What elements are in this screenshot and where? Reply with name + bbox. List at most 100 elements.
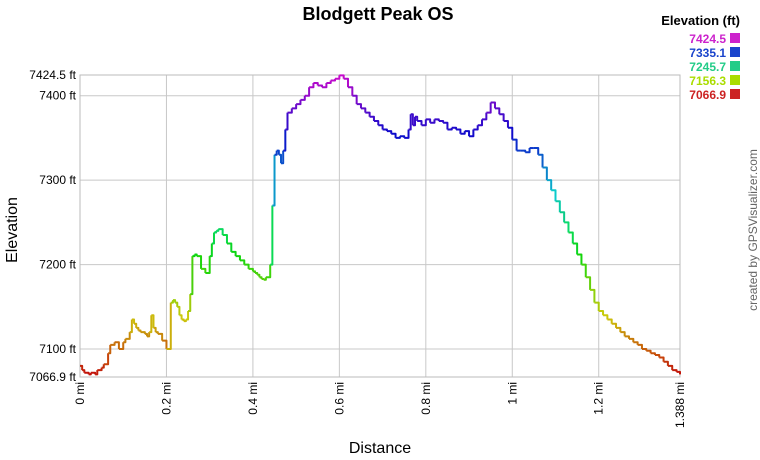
legend-title: Elevation (ft) — [661, 13, 740, 28]
profile-segment-162 — [667, 364, 674, 371]
profile-segment-50 — [222, 234, 228, 244]
profile-segment-39 — [190, 256, 194, 296]
profile-segment-29 — [166, 302, 172, 351]
legend-swatch-3 — [730, 75, 740, 85]
profile-segment-116 — [469, 129, 475, 138]
profile-segment-138 — [564, 221, 570, 233]
profile-segment-142 — [581, 263, 587, 278]
y-tick-label-5: 7424.5 ft — [29, 68, 76, 82]
profile-segment-0 — [80, 364, 84, 371]
profile-segment-32 — [175, 301, 179, 307]
y-tick-label-2: 7200 ft — [39, 258, 76, 272]
profile-segment-155 — [637, 343, 643, 350]
profile-segment-124 — [503, 120, 509, 128]
x-tick-label-1: 0.2 mi — [159, 382, 173, 415]
profile-segment-68 — [278, 153, 283, 164]
profile-segment-117 — [473, 125, 479, 131]
profile-segment-53 — [235, 255, 241, 261]
profile-segment-71 — [285, 112, 289, 131]
profile-segment-80 — [322, 83, 328, 89]
profile-segment-33 — [177, 305, 181, 316]
profile-segment-69 — [281, 150, 285, 165]
profile-segment-37 — [185, 311, 190, 321]
profile-segment-61 — [261, 277, 265, 280]
profile-segment-164 — [676, 370, 681, 375]
profile-segment-23 — [149, 315, 153, 334]
profile-segment-93 — [378, 124, 384, 130]
legend-swatch-2 — [730, 61, 740, 71]
profile-segment-70 — [283, 129, 287, 152]
profile-segment-115 — [464, 130, 471, 137]
profile-segment-143 — [585, 276, 592, 290]
profile-segment-106 — [425, 118, 432, 123]
profile-segment-104 — [417, 120, 423, 126]
profile-segment-141 — [577, 253, 583, 265]
profile-segment-14 — [125, 332, 131, 340]
profile-segment-67 — [276, 149, 280, 155]
profile-segment-119 — [482, 112, 488, 121]
profile-segment-42 — [196, 255, 203, 269]
profile-segment-100 — [408, 114, 412, 131]
profile-segment-15 — [129, 319, 133, 334]
profile-segment-151 — [620, 331, 626, 337]
elevation-profile-line — [80, 74, 681, 376]
profile-segment-107 — [430, 119, 436, 124]
profile-segment-145 — [594, 301, 600, 312]
profile-segment-101 — [410, 113, 414, 126]
profile-segment-110 — [443, 121, 449, 130]
profile-segment-135 — [551, 189, 557, 202]
profile-segment-13 — [123, 338, 127, 344]
profile-segment-89 — [360, 107, 367, 113]
profile-segment-63 — [265, 264, 272, 279]
credit-text: created by GPSVisualizer.com — [746, 149, 760, 311]
profile-segment-83 — [335, 75, 341, 80]
x-tick-label-3: 0.6 mi — [332, 382, 346, 415]
profile-segment-27 — [157, 332, 164, 341]
profile-segment-51 — [226, 242, 233, 252]
legend-swatch-0 — [730, 33, 740, 43]
profile-segment-99 — [404, 129, 410, 139]
profile-segment-55 — [244, 263, 250, 269]
profile-segment-66 — [274, 150, 278, 156]
profile-segment-150 — [616, 326, 622, 333]
profile-segment-74 — [296, 99, 302, 106]
profile-segment-137 — [559, 211, 566, 223]
y-tick-label-4: 7400 ft — [39, 89, 76, 103]
x-axis-label: Distance — [349, 440, 411, 457]
legend-swatch-4 — [730, 89, 740, 99]
profile-segment-45 — [209, 243, 213, 258]
profile-segment-113 — [456, 128, 462, 134]
y-axis-label: Elevation — [4, 197, 21, 263]
x-tick-label-7: 1.388 mi — [673, 382, 687, 428]
legend-label-1: 7335.1 — [689, 46, 726, 60]
profile-segment-139 — [568, 231, 574, 244]
profile-segment-102 — [412, 116, 417, 127]
elevation-legend: Elevation (ft) 7424.57335.17245.77156.37… — [661, 13, 740, 102]
profile-segment-120 — [486, 102, 492, 114]
y-tick-labels: 7066.9 ft 7100 ft 7200 ft 7300 ft 7400 ft 742… — [29, 68, 76, 384]
profile-segment-126 — [512, 138, 518, 151]
profile-segment-87 — [352, 94, 358, 105]
profile-segment-75 — [300, 95, 306, 101]
plot-frame — [79, 74, 681, 378]
profile-segment-38 — [188, 294, 192, 313]
profile-segment-161 — [663, 360, 669, 366]
profile-segment-43 — [201, 267, 207, 274]
profile-segment-24 — [151, 314, 155, 328]
profile-segment-140 — [572, 242, 579, 255]
profile-segment-52 — [231, 250, 237, 257]
profile-segment-84 — [339, 74, 345, 79]
profile-segment-90 — [365, 111, 371, 117]
profile-segment-17 — [134, 322, 138, 328]
profile-segment-123 — [499, 113, 505, 122]
profile-segment-65 — [272, 154, 276, 207]
profile-segment-131 — [533, 147, 540, 155]
profile-segment-134 — [546, 179, 553, 191]
profile-segment-118 — [477, 119, 484, 127]
x-tick-label-4: 0.8 mi — [419, 382, 433, 415]
y-tick-label-0: 7066.9 ft — [29, 370, 76, 384]
profile-segment-103 — [415, 115, 419, 122]
profile-segment-76 — [304, 87, 311, 97]
x-tick-labels: 0 mi 0.2 mi 0.4 mi 0.6 mi 0.8 mi 1 mi 1.2 mi 1.… — [73, 382, 687, 428]
